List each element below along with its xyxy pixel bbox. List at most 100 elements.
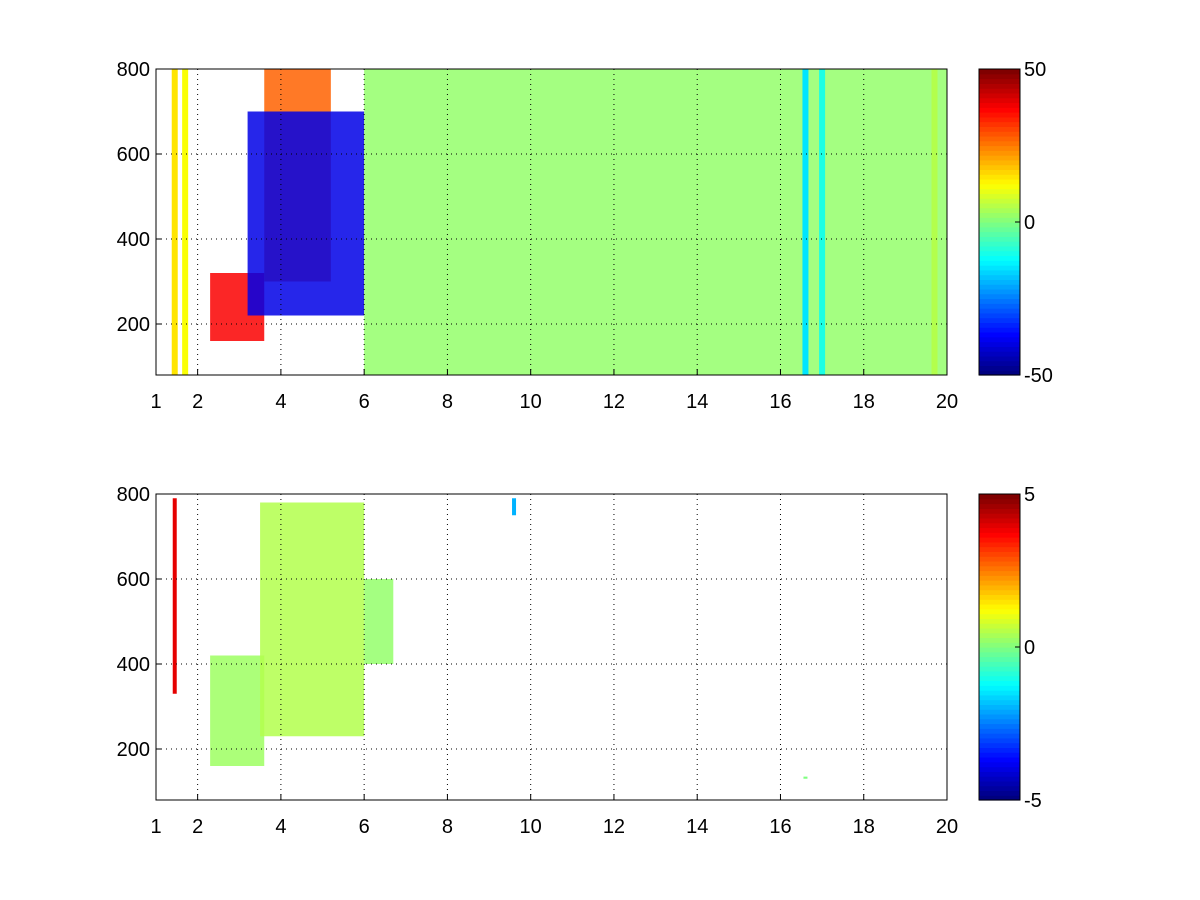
colorbar-segment <box>979 250 1020 257</box>
y-tick-label: 400 <box>117 229 150 251</box>
x-tick-label: 2 <box>192 816 203 838</box>
colorbar-segment <box>979 608 1020 615</box>
colorbar-segment <box>979 785 1020 792</box>
colorbar-segment <box>979 370 1020 376</box>
colorbar-segment <box>979 752 1020 758</box>
x-tick-label: 20 <box>936 816 958 838</box>
colorbar-segment <box>979 131 1020 137</box>
colorbar-segment <box>979 761 1020 768</box>
heatmap-mark-1 <box>512 498 517 516</box>
colorbar-segment <box>979 503 1020 509</box>
x-tick-label: 18 <box>853 391 875 413</box>
colorbar-segment <box>979 795 1020 801</box>
colorbar-segment <box>979 556 1020 562</box>
colorbar-segment <box>979 494 1020 500</box>
colorbar-segment <box>979 603 1020 610</box>
y-tick-label: 600 <box>117 144 150 166</box>
heatmap-stripe-3 <box>819 69 826 375</box>
colorbar-segment <box>979 198 1020 204</box>
colorbar-segment <box>979 341 1020 347</box>
x-tick-label: 18 <box>853 816 875 838</box>
colorbar-segment <box>979 670 1020 677</box>
colorbar-segment <box>979 580 1020 586</box>
colorbar-segment <box>979 694 1020 701</box>
heatmap-cells <box>171 69 947 375</box>
colorbar-segment <box>979 613 1020 619</box>
colorbar-segment <box>979 627 1020 634</box>
colorbar-segment <box>979 155 1020 161</box>
colorbar: -50 0 50 <box>978 59 1053 387</box>
x-tick-label: 16 <box>769 816 791 838</box>
colorbar-segment <box>979 623 1020 629</box>
heatmap-mark-0 <box>172 498 177 694</box>
colorbar-segment <box>979 88 1020 94</box>
heatmap-stripe-0 <box>171 69 178 375</box>
colorbar-segment <box>979 527 1020 533</box>
colorbar-segment <box>979 245 1020 252</box>
colorbar-segment <box>979 541 1020 548</box>
heatmap-region-2 <box>247 111 365 316</box>
colorbar-segment <box>979 546 1020 552</box>
x-tick-label: 8 <box>442 391 453 413</box>
colorbar-segment <box>979 537 1020 543</box>
colorbar-segment <box>979 647 1020 653</box>
colorbar-tick-label: -5 <box>1024 790 1042 812</box>
colorbar-segment <box>979 212 1020 218</box>
colorbar-segment <box>979 355 1020 362</box>
colorbar-segment <box>979 733 1020 739</box>
colorbar-segment <box>979 331 1020 338</box>
colorbar-segment <box>979 709 1020 715</box>
colorbar-segment <box>979 164 1020 171</box>
colorbar-segment <box>979 776 1020 782</box>
x-tick-label: 12 <box>603 816 625 838</box>
heatmap-region-0 <box>210 655 265 766</box>
colorbar-segment <box>979 584 1020 591</box>
colorbar-segment <box>979 551 1020 557</box>
colorbar-segment <box>979 202 1020 209</box>
colorbar-segment <box>979 513 1020 519</box>
x-tick-label: 4 <box>275 816 286 838</box>
colorbar-segment <box>979 222 1020 228</box>
y-tick-label: 200 <box>117 314 150 336</box>
colorbar-segment <box>979 279 1020 285</box>
colorbar-segment <box>979 771 1020 777</box>
colorbar-segment <box>979 241 1020 247</box>
colorbar-segment <box>979 704 1020 710</box>
colorbar-segment <box>979 780 1020 787</box>
colorbar-segment <box>979 183 1020 190</box>
heatmap-mark-2 <box>803 776 808 779</box>
y-tick-label: 200 <box>117 739 150 761</box>
colorbar-segment <box>979 97 1020 104</box>
grid-lines <box>156 494 947 800</box>
colorbar: -5 0 5 <box>978 484 1042 812</box>
y-tick-label: 400 <box>117 654 150 676</box>
colorbar-segment <box>979 92 1020 99</box>
grid-lines <box>156 69 947 375</box>
heatmap-cells <box>172 498 808 779</box>
colorbar-segment <box>979 675 1020 682</box>
x-tick-label: 12 <box>603 391 625 413</box>
colorbar-segment <box>979 570 1020 576</box>
colorbar-segment <box>979 346 1020 352</box>
colorbar-segment <box>979 236 1020 242</box>
colorbar-segment <box>979 135 1020 142</box>
heatmap-stripe-2 <box>802 69 809 375</box>
colorbar-segment <box>979 188 1020 194</box>
colorbar-segment <box>979 718 1020 725</box>
heatmap-stripe-1 <box>182 69 189 375</box>
colorbar-segment <box>979 747 1020 753</box>
colorbar-segment <box>979 112 1020 118</box>
colorbar-segment <box>979 322 1020 328</box>
colorbar-segment <box>979 651 1020 658</box>
colorbar-segment <box>979 169 1020 175</box>
colorbar-segment <box>979 589 1020 596</box>
colorbar-segment <box>979 517 1020 524</box>
colorbar-segment <box>979 327 1020 333</box>
colorbar-segment <box>979 107 1020 113</box>
colorbar-segment <box>979 656 1020 662</box>
colorbar-segment <box>979 207 1020 214</box>
x-tick-label: 2 <box>192 391 203 413</box>
x-tick-label: 6 <box>359 816 370 838</box>
colorbar-segment <box>979 742 1020 749</box>
colorbar-segment <box>979 508 1020 514</box>
